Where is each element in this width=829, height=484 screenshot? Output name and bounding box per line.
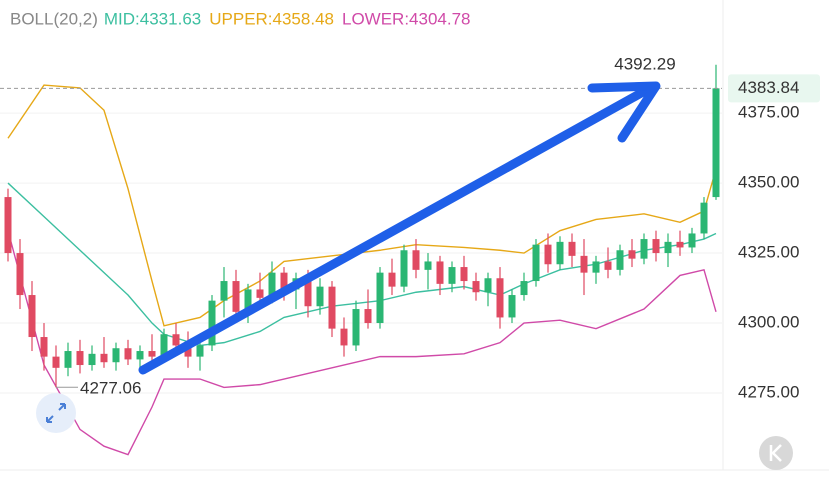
candle-body	[304, 278, 312, 307]
candle-body	[232, 281, 240, 312]
last-price-label: 4383.84	[738, 78, 799, 97]
candle-body	[256, 289, 264, 298]
y-tick-label: 4275.00	[738, 383, 799, 402]
candle-body	[364, 309, 372, 324]
candle-body	[496, 278, 504, 318]
band-line	[7, 230, 717, 456]
legend-entry: LOWER:4304.78	[342, 9, 471, 28]
y-tick-label: 4325.00	[738, 243, 799, 262]
candle-body	[484, 278, 492, 293]
y-tick-label: 4350.00	[738, 173, 799, 192]
candle-body	[568, 241, 576, 256]
y-tick-label: 4300.00	[738, 313, 799, 332]
last-price-box	[728, 74, 820, 103]
candle-body	[28, 295, 36, 338]
k-button[interactable]	[759, 436, 793, 470]
band-line	[7, 84, 717, 327]
candle-body	[448, 267, 456, 284]
trend-arrow	[138, 81, 661, 375]
candle-body	[532, 244, 540, 282]
candle-body	[376, 272, 384, 324]
legend-entry: MID:4331.63	[104, 9, 201, 28]
candle-body	[100, 353, 108, 363]
candle-body	[436, 261, 444, 284]
candle-body	[472, 281, 480, 293]
candle-body	[664, 241, 672, 254]
candle-body	[208, 300, 216, 346]
expand-bg[interactable]	[36, 393, 76, 433]
candle-body	[220, 281, 228, 301]
candle-body	[4, 197, 12, 254]
candle-body	[688, 233, 696, 248]
candle-body	[388, 272, 396, 287]
candle-body	[352, 309, 360, 346]
candle-body	[580, 255, 588, 273]
candle-body	[700, 202, 708, 234]
candle-body	[508, 295, 516, 318]
candle-body	[412, 250, 420, 270]
legend-entry: UPPER:4358.48	[209, 9, 334, 28]
high-annotation: 4392.29	[614, 54, 675, 73]
candle-body	[136, 351, 144, 360]
candle-body	[88, 353, 96, 366]
candle-body	[172, 334, 180, 346]
candle-body	[676, 241, 684, 248]
candle-body	[160, 334, 168, 357]
k-bg[interactable]	[759, 436, 793, 470]
candle-body	[328, 286, 336, 329]
candle-body	[148, 351, 156, 357]
candle-body	[112, 348, 120, 363]
candle-body	[280, 272, 288, 290]
candle-body	[244, 289, 252, 312]
candle-body	[424, 261, 432, 270]
candle-body	[712, 88, 720, 198]
candle-body	[640, 239, 648, 259]
candle-body	[400, 250, 408, 287]
k-icon[interactable]	[769, 444, 782, 462]
candle-body	[196, 345, 204, 357]
candle-body	[64, 351, 72, 368]
candle-body	[340, 328, 348, 346]
candle-body	[40, 337, 48, 357]
candle-body	[616, 250, 624, 270]
candle-body	[16, 253, 24, 296]
candle-body	[460, 267, 468, 282]
candle-body	[316, 286, 324, 307]
candle-body	[652, 239, 660, 254]
arrow-head	[587, 81, 661, 143]
indicator-header: BOLL(20,2) MID:4331.63 UPPER:4358.48 LOWER…	[10, 9, 471, 28]
candle-body	[556, 241, 564, 265]
candle-body	[520, 281, 528, 296]
candle-body	[268, 272, 276, 298]
indicator-name: BOLL(20,2)	[10, 9, 98, 28]
expand-icon[interactable]	[46, 403, 66, 423]
candle-body	[76, 351, 84, 366]
candle-body	[592, 261, 600, 273]
arrow-shaft	[138, 82, 657, 375]
candle-body	[52, 356, 60, 368]
candle-body	[628, 250, 636, 259]
candle-body	[544, 244, 552, 265]
candle-body	[184, 345, 192, 357]
low-annotation: 4277.06	[80, 379, 141, 398]
candle-body	[604, 261, 612, 270]
y-tick-label: 4375.00	[738, 103, 799, 122]
plot-area	[0, 64, 722, 456]
candle-body	[124, 348, 132, 360]
expand-button[interactable]	[36, 393, 76, 433]
